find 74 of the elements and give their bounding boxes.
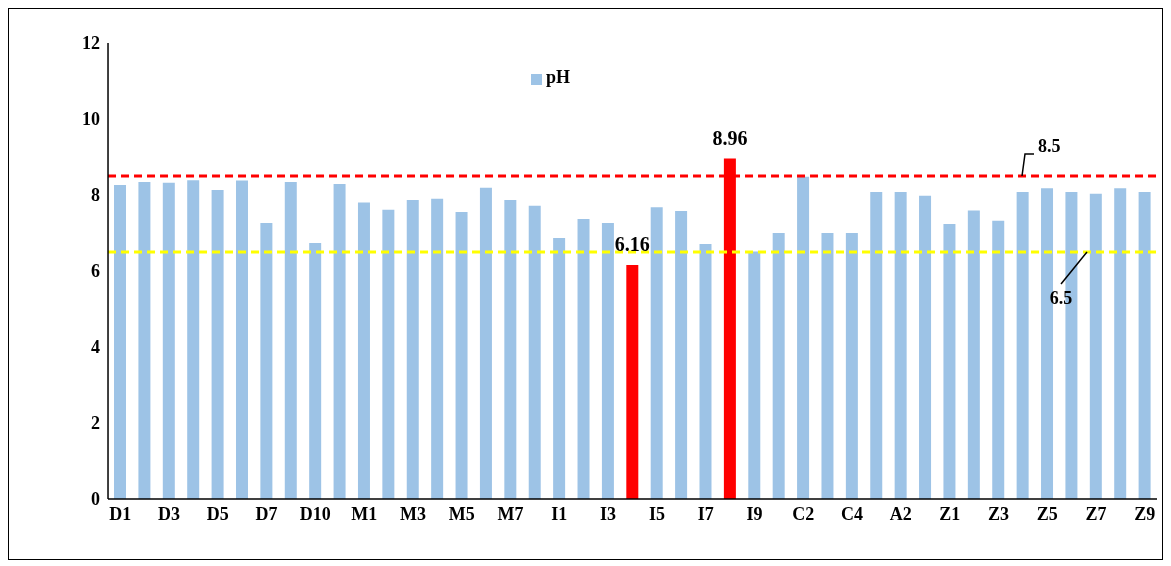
bar [992, 220, 1005, 499]
x-tick-label: I3 [600, 503, 617, 524]
bar [114, 185, 127, 499]
bar [943, 223, 956, 499]
x-tick-label: Z9 [1134, 503, 1156, 524]
y-tick-label: 2 [91, 413, 101, 434]
bar [357, 202, 370, 499]
x-tick-label: M5 [448, 503, 475, 524]
x-tick-label: M3 [399, 503, 426, 524]
bar [260, 223, 273, 499]
bar [797, 176, 810, 499]
x-tick-label: C4 [841, 503, 864, 524]
bar [479, 187, 492, 499]
bar [577, 218, 590, 499]
x-tick-label: D10 [299, 503, 331, 524]
x-tick-label: Z5 [1036, 503, 1058, 524]
y-tick-label: 4 [91, 337, 101, 358]
x-tick-label: M7 [497, 503, 524, 524]
x-tick-label: D7 [255, 503, 278, 524]
bar [772, 233, 785, 499]
bar [601, 223, 614, 499]
bar [870, 191, 883, 499]
x-tick-label: A2 [889, 503, 912, 524]
bar [626, 264, 639, 499]
bar [138, 182, 151, 499]
bar [1138, 191, 1151, 499]
x-tick-label: D3 [158, 503, 180, 524]
bar [431, 198, 444, 499]
bar [1114, 188, 1127, 499]
ref-line-label: 8.5 [1038, 136, 1061, 157]
x-tick-label: Z1 [939, 503, 961, 524]
bar [235, 180, 248, 499]
bar [382, 209, 395, 499]
bar [845, 233, 858, 499]
x-tick-label: I7 [697, 503, 714, 524]
x-tick-label: Z7 [1085, 503, 1107, 524]
y-tick-label: 0 [91, 489, 101, 510]
x-tick-label: I1 [551, 503, 568, 524]
x-tick-label: I9 [746, 503, 763, 524]
bar [406, 199, 419, 499]
y-tick-label: 6 [91, 261, 101, 282]
bar [919, 195, 932, 499]
x-tick-label: C2 [792, 503, 815, 524]
bar [748, 251, 761, 499]
bar [894, 191, 907, 499]
y-tick-label: 8 [91, 185, 101, 206]
bar [967, 210, 980, 499]
bar [1089, 193, 1102, 499]
bar [553, 237, 566, 499]
bar [699, 244, 712, 499]
bar [333, 183, 346, 499]
bar [455, 212, 468, 499]
y-tick-label: 10 [82, 109, 101, 130]
ref-line-label: 6.5 [1049, 288, 1073, 309]
bar [821, 233, 834, 499]
x-tick-label: D5 [206, 503, 229, 524]
bar [162, 182, 175, 499]
bar [504, 199, 517, 499]
bar [309, 242, 322, 499]
bar [528, 205, 541, 499]
legend-label: pH [546, 67, 571, 87]
data-label: 6.16 [614, 232, 650, 255]
bar [1016, 191, 1029, 499]
x-tick-label: M1 [351, 503, 378, 524]
x-tick-label: D1 [109, 503, 132, 524]
bar [211, 190, 224, 499]
bar [187, 180, 200, 499]
bar [284, 182, 297, 499]
bar [650, 207, 663, 499]
x-tick-label: Z3 [987, 503, 1009, 524]
x-tick-label: I5 [648, 503, 665, 524]
y-tick-label: 12 [82, 33, 101, 54]
data-label: 8.96 [712, 126, 748, 149]
bar [675, 210, 688, 499]
